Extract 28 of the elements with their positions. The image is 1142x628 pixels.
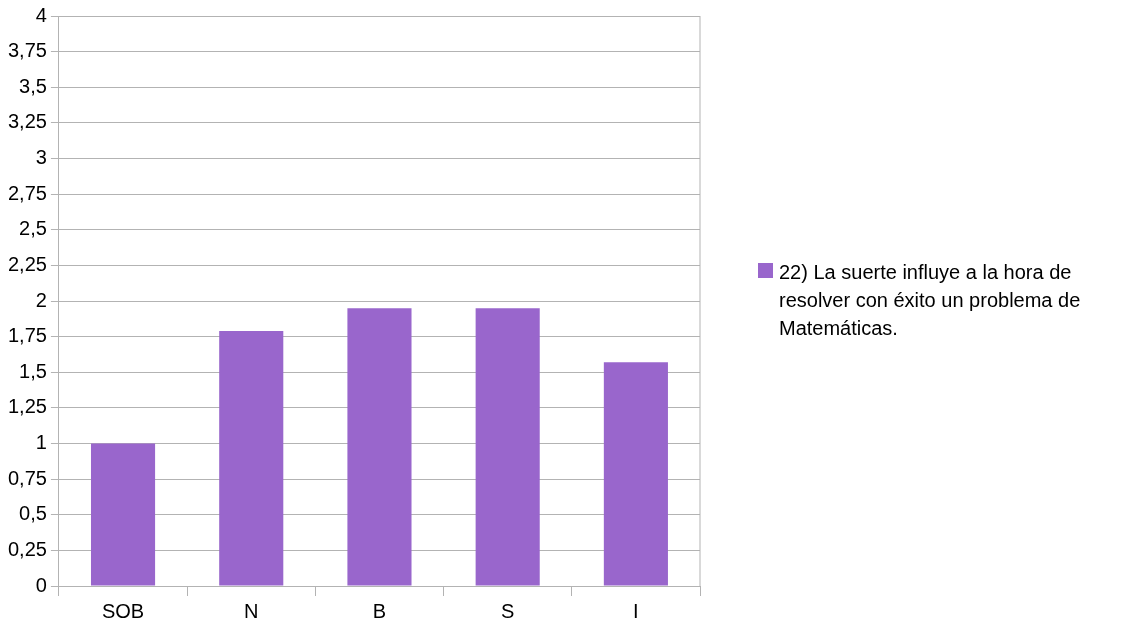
legend-label: 22) La suerte influye a la hora de resolver con éxito un problema de Matemáticas. [779, 260, 1082, 341]
y-tick-label: 2,25 [7, 252, 47, 275]
y-tick-label: 1 [35, 431, 47, 454]
x-tick-label: N [244, 599, 259, 622]
y-tick-label: 1,5 [19, 359, 47, 382]
y-tick-label: 0,75 [7, 466, 47, 489]
x-tick-label: SOB [101, 599, 145, 622]
bar [475, 308, 540, 586]
y-tick-label: 4 [35, 3, 47, 26]
y-tick-label: 0,5 [19, 502, 47, 525]
y-tick-label: 2,75 [7, 181, 47, 204]
bar [219, 330, 284, 586]
x-tick-label: S [501, 599, 515, 622]
x-tick-label: I [633, 599, 639, 622]
bar [603, 362, 668, 586]
y-tick-label: 3 [35, 146, 47, 169]
y-tick-label: 1,25 [7, 395, 47, 418]
y-tick-label: 2,5 [19, 217, 47, 240]
y-tick-label: 2 [35, 288, 47, 311]
y-tick-label: 3,5 [19, 74, 47, 97]
y-tick-label: 3,25 [7, 110, 47, 133]
y-tick-label: 0 [35, 573, 47, 596]
x-tick-label: B [372, 599, 387, 622]
y-tick-label: 3,75 [7, 39, 47, 62]
bar [347, 308, 412, 586]
bar [90, 443, 156, 586]
y-tick-label: 0,25 [7, 537, 47, 560]
y-tick-label: 1,75 [7, 324, 47, 347]
